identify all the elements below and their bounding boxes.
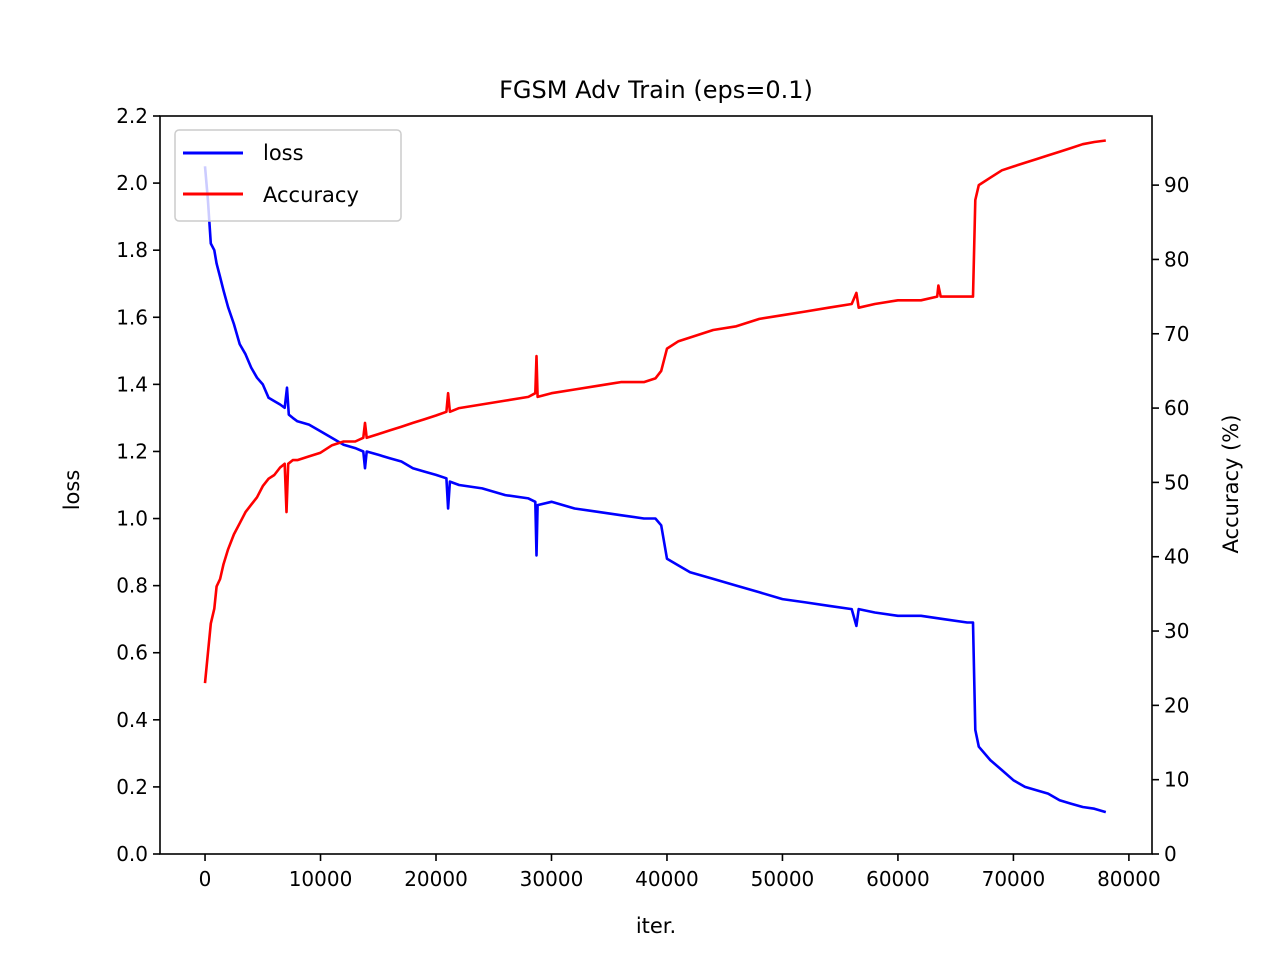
series-line-loss (203, 166, 1107, 814)
left-y-tick-label: 0.0 (116, 842, 148, 866)
left-y-tick-label: 2.2 (116, 104, 148, 128)
x-tick-label: 30000 (520, 867, 584, 891)
legend-label-accuracy: Accuracy (263, 183, 359, 207)
legend: loss Accuracy (174, 129, 402, 222)
left-y-tick-label: 0.8 (116, 574, 148, 598)
right-y-tick-label: 0 (1164, 842, 1177, 866)
x-tick-label: 80000 (1097, 867, 1161, 891)
left-y-tick-label: 1.6 (116, 305, 148, 329)
plot-frame (159, 115, 1153, 855)
right-y-tick-label: 50 (1164, 470, 1189, 494)
legend-label-loss: loss (263, 141, 304, 165)
left-y-tick-label: 1.8 (116, 238, 148, 262)
left-y-tick-label: 0.6 (116, 641, 148, 665)
left-y-tick-label: 1.0 (116, 507, 148, 531)
right-y-tick-label: 30 (1164, 619, 1189, 643)
right-y-axis-label: Accuracy (%) (1219, 415, 1243, 554)
x-tick-label: 0 (199, 867, 212, 891)
x-tick-label: 60000 (866, 867, 930, 891)
left-y-tick-label: 0.2 (116, 775, 148, 799)
right-y-tick-label: 70 (1164, 322, 1189, 346)
plot-area: 0 10000 20000 30000 40000 50000 60000 70000 8000… (116, 104, 1189, 891)
left-y-tick-label: 2.0 (116, 171, 148, 195)
right-y-tick-label: 10 (1164, 768, 1189, 792)
right-y-tick-label: 80 (1164, 247, 1189, 271)
x-tick-label: 50000 (751, 867, 815, 891)
x-tick-label: 40000 (635, 867, 699, 891)
left-y-tick-label: 1.4 (116, 372, 148, 396)
x-tick-label: 70000 (982, 867, 1046, 891)
right-y-tick-label: 90 (1164, 173, 1189, 197)
left-y-tick-label: 1.2 (116, 439, 148, 463)
right-y-tick-label: 20 (1164, 693, 1189, 717)
chart-title: FGSM Adv Train (eps=0.1) (499, 76, 813, 104)
left-y-tick-label: 0.4 (116, 708, 148, 732)
x-tick-label: 10000 (289, 867, 353, 891)
left-y-axis-label: loss (60, 470, 84, 511)
x-axis-label: iter. (636, 914, 676, 938)
right-y-tick-label: 60 (1164, 396, 1189, 420)
x-tick-label: 20000 (404, 867, 468, 891)
right-y-tick-label: 40 (1164, 545, 1189, 569)
series-line-accuracy (203, 139, 1106, 684)
